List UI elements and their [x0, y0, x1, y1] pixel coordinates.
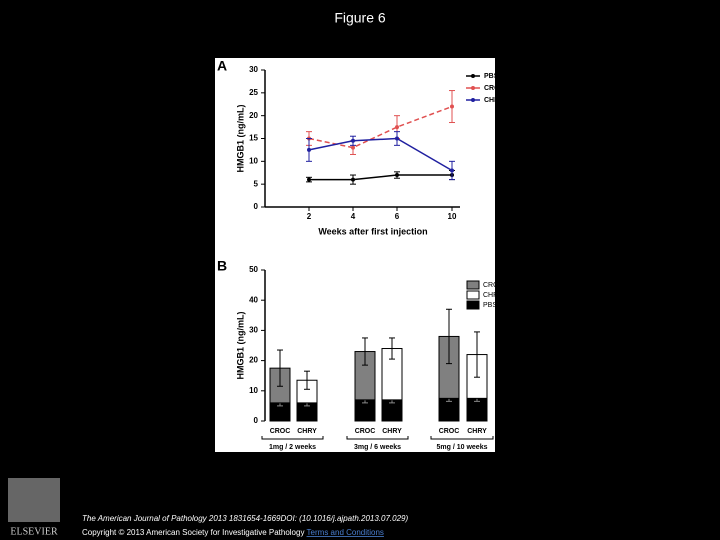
y-tick-label: 20 — [249, 356, 258, 365]
legend-label: CHRY — [483, 292, 503, 299]
point — [450, 168, 454, 173]
logo-image — [8, 478, 60, 522]
point — [395, 125, 399, 130]
point — [351, 145, 355, 150]
y-tick-label: 15 — [249, 134, 258, 143]
y-tick-label: 0 — [254, 202, 259, 211]
legend-swatch — [466, 280, 480, 290]
terms-link[interactable]: Terms and Conditions — [307, 528, 384, 537]
group-label: 5mg / 10 weeks — [437, 444, 488, 451]
x-tick-label: CROC — [270, 428, 291, 435]
group-bracket — [346, 436, 409, 440]
y-tick-label: 10 — [249, 156, 258, 165]
panel-label: A — [217, 58, 227, 74]
x-tick-label: 2 — [307, 212, 312, 221]
legend-swatch — [466, 290, 480, 300]
x-tick-label: CHRY — [297, 428, 317, 435]
y-tick-label: 40 — [249, 295, 258, 304]
copyright-text: Copyright © 2013 American Society for In… — [82, 528, 304, 537]
legend-swatch — [466, 300, 480, 310]
y-axis-label: HMGB1 (ng/mL) — [235, 312, 245, 380]
x-tick-label: 6 — [395, 212, 400, 221]
y-axis-label: HMGB1 (ng/mL) — [235, 105, 245, 173]
legend-label: CROC — [483, 282, 504, 289]
y-tick-label: 5 — [254, 179, 259, 188]
x-tick-label: CROC — [355, 428, 376, 435]
x-tick-label: CHRY — [382, 428, 402, 435]
point — [351, 138, 355, 143]
y-tick-label: 25 — [249, 88, 258, 97]
series-line — [308, 105, 453, 149]
y-tick-label: 0 — [254, 416, 259, 425]
y-tick-label: 30 — [249, 326, 258, 335]
group-bracket — [430, 436, 494, 440]
series-line — [309, 174, 452, 181]
copyright: Copyright © 2013 American Society for In… — [82, 528, 384, 537]
y-tick-label: 30 — [249, 65, 258, 74]
legend-marker — [471, 98, 475, 102]
y-tick-label: 50 — [249, 265, 258, 274]
y-tick-label: 20 — [249, 111, 258, 120]
x-tick-label: CROC — [439, 428, 460, 435]
x-axis-label: Weeks after first injection — [318, 226, 427, 236]
legend-label: CHRY — [484, 97, 504, 104]
x-tick-label: 4 — [351, 212, 356, 221]
series-line — [308, 137, 453, 172]
point — [395, 136, 399, 141]
legend-label: PBS — [483, 302, 497, 309]
point — [450, 104, 454, 109]
panel-label: B — [217, 258, 227, 274]
x-tick-label: CHRY — [467, 428, 487, 435]
group-label: 1mg / 2 weeks — [269, 444, 316, 451]
group-label: 3mg / 6 weeks — [354, 444, 401, 451]
group-bracket — [261, 436, 324, 440]
legend-label: PBS — [484, 73, 499, 80]
x-tick-label: 10 — [448, 212, 457, 221]
slide-title: Figure 6 — [334, 10, 386, 26]
point — [351, 177, 355, 182]
point — [307, 147, 311, 152]
legend-marker — [471, 74, 475, 78]
logo-text: ELSEVIER — [10, 526, 58, 537]
y-tick-label: 10 — [249, 386, 258, 395]
legend-marker — [471, 86, 475, 90]
point — [307, 177, 311, 182]
citation: The American Journal of Pathology 2013 1… — [82, 514, 408, 523]
point — [395, 173, 399, 178]
legend-label: CROC — [484, 85, 505, 92]
